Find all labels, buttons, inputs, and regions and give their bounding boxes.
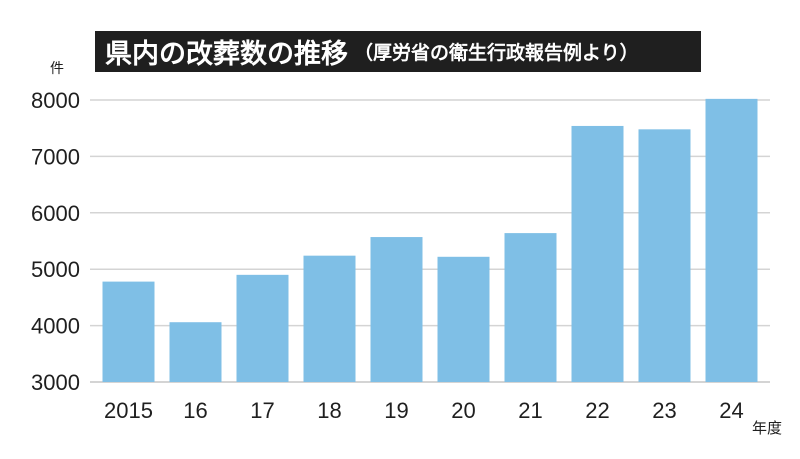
bar-20 bbox=[437, 256, 490, 382]
y-tick-label-5000: 5000 bbox=[31, 257, 80, 282]
y-axis-unit-label: 件 bbox=[50, 61, 64, 77]
y-tick-label-3000: 3000 bbox=[31, 370, 80, 395]
x-axis-unit-label: 年度 bbox=[752, 419, 783, 437]
bar-layer bbox=[102, 98, 758, 382]
x-tick-label-23: 23 bbox=[652, 398, 676, 423]
chart-title: 県内の改葬数の推移 bbox=[105, 39, 348, 70]
y-tick-label-4000: 4000 bbox=[31, 314, 80, 339]
bar-19 bbox=[370, 237, 423, 382]
chart-title-box: 県内の改葬数の推移 （厚労省の衛生行政報告例より） bbox=[95, 31, 701, 72]
x-tick-label-2015: 2015 bbox=[104, 398, 153, 423]
x-tick-label-19: 19 bbox=[384, 398, 408, 423]
bar-18 bbox=[303, 255, 356, 382]
bar-17 bbox=[236, 274, 289, 382]
bar-2015 bbox=[102, 281, 155, 382]
bar-23 bbox=[638, 129, 691, 382]
bar-21 bbox=[504, 233, 557, 382]
y-tick-label-7000: 7000 bbox=[31, 144, 80, 169]
x-tick-layer: 2015 16 17 18 19 20 21 22 23 24 bbox=[104, 398, 744, 423]
x-tick-label-17: 17 bbox=[250, 398, 274, 423]
y-tick-label-6000: 6000 bbox=[31, 201, 80, 226]
bar-16 bbox=[169, 322, 222, 382]
x-tick-label-22: 22 bbox=[585, 398, 609, 423]
chart-subtitle: （厚労省の衛生行政報告例より） bbox=[354, 42, 639, 64]
y-tick-label-8000: 8000 bbox=[31, 88, 80, 113]
x-tick-label-24: 24 bbox=[719, 398, 743, 423]
x-tick-label-21: 21 bbox=[518, 398, 542, 423]
x-tick-label-16: 16 bbox=[183, 398, 207, 423]
y-tick-layer: 3000 4000 5000 6000 7000 8000 bbox=[31, 88, 80, 395]
bar-24 bbox=[705, 98, 758, 382]
x-tick-label-18: 18 bbox=[317, 398, 341, 423]
bar-22 bbox=[571, 125, 624, 382]
x-tick-label-20: 20 bbox=[451, 398, 475, 423]
